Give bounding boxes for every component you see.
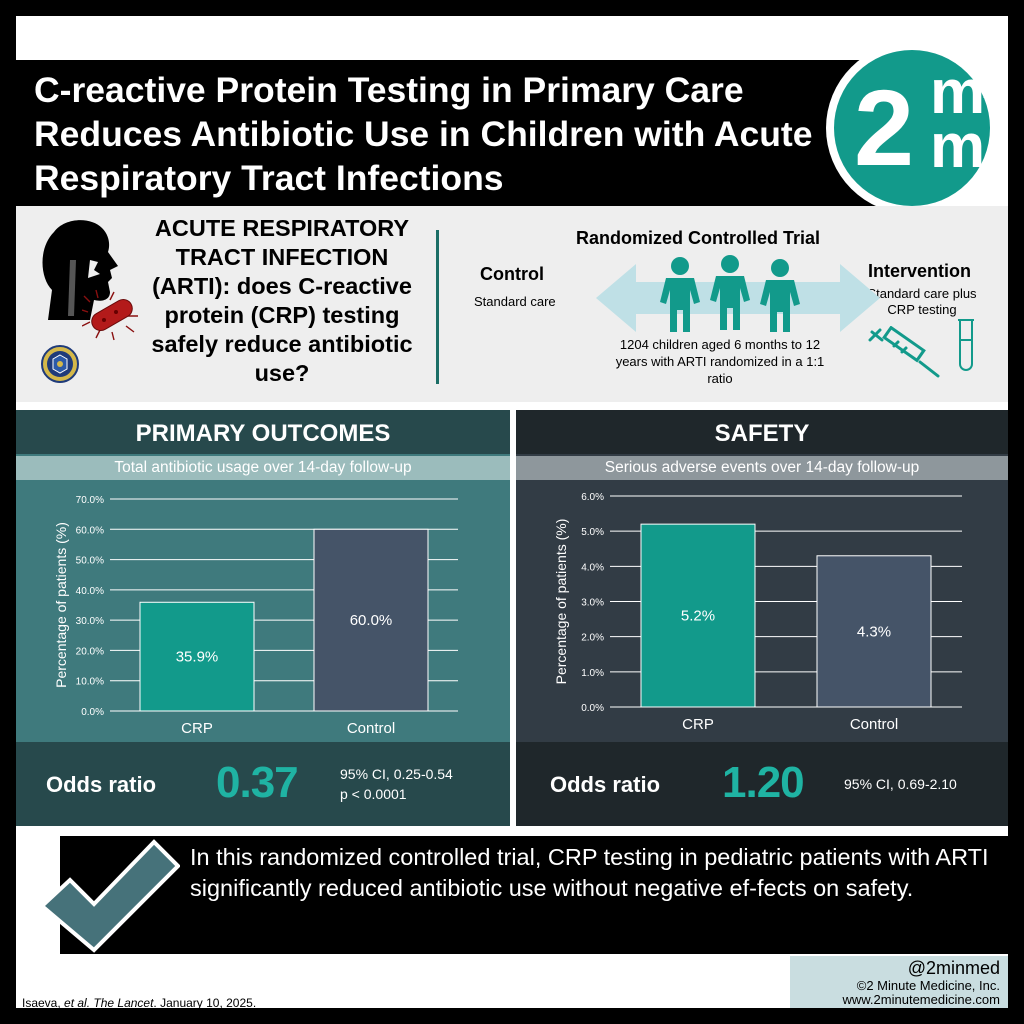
- conclusion-text: In this randomized controlled trial, CRP…: [190, 844, 989, 901]
- research-question: ACUTE RESPIRATORY TRACT INFECTION (ARTI)…: [151, 215, 413, 386]
- bar-value-label: 60.0%: [350, 612, 393, 629]
- citation-journal: The Lancet: [90, 996, 154, 1010]
- patient-throat-icon: [42, 220, 118, 320]
- y-tick-label: 2.0%: [581, 633, 604, 644]
- y-tick-label: 50.0%: [76, 556, 104, 567]
- bar-crp: [139, 601, 255, 712]
- section-divider: [436, 230, 439, 384]
- y-axis-label: Percentage of patients (%): [53, 522, 69, 688]
- logo-letter-bottom: m: [930, 112, 986, 181]
- y-tick-label: 0.0%: [581, 703, 604, 714]
- primary-outcomes-header: PRIMARY OUTCOMES: [16, 410, 510, 454]
- y-axis-label: Percentage of patients (%): [553, 519, 569, 685]
- 2mm-logo: 2 m m TM: [826, 42, 998, 214]
- page-title: C-reactive Protein Testing in Primary Ca…: [34, 70, 813, 198]
- social-handle: @2minmed: [907, 958, 1000, 978]
- citation: Isaeva, et al. The Lancet. January 10, 2…: [22, 996, 256, 1010]
- primary-outcomes-subtitle: Total antibiotic usage over 14-day follo…: [16, 456, 510, 480]
- y-tick-label: 20.0%: [76, 646, 104, 657]
- citation-authors: Isaeva,: [22, 996, 65, 1010]
- control-description: Standard care: [474, 294, 556, 309]
- y-tick-label: 60.0%: [76, 525, 104, 536]
- x-tick-label: CRP: [181, 720, 213, 737]
- virus-icon: [41, 345, 79, 383]
- y-tick-label: 6.0%: [581, 492, 604, 503]
- logo-circle: 2 m m TM: [834, 50, 991, 206]
- trial-title: Randomized Controlled Trial: [576, 228, 821, 248]
- bacteria-icon: [82, 289, 138, 341]
- bar-control: [816, 555, 932, 708]
- intro-section: ACUTE RESPIRATORY TRACT INFECTION (ARTI)…: [16, 206, 1008, 402]
- safety-odds-ci: 95% CI, 0.69-2.10: [844, 776, 957, 792]
- y-tick-label: 70.0%: [76, 495, 104, 506]
- y-tick-label: 40.0%: [76, 586, 104, 597]
- primary-odds-label: Odds ratio: [46, 772, 157, 797]
- bar-value-label: 5.2%: [681, 608, 715, 625]
- antibiotic-usage-chart: 0.0% 10.0% 20.0% 30.0% 40.0% 50.0% 60.0% 70.0% P…: [53, 495, 458, 737]
- intervention-description: Standard care plus CRP testing: [867, 286, 977, 317]
- conclusion-box: In this randomized controlled trial, CRP…: [38, 836, 1008, 954]
- y-tick-label: 5.0%: [581, 527, 604, 538]
- primary-odds-value: 0.37: [216, 758, 299, 807]
- x-tick-label: Control: [850, 716, 898, 733]
- safety-title: SAFETY: [714, 420, 810, 447]
- primary-p-value: p < 0.0001: [340, 786, 407, 802]
- safety-odds-label: Odds ratio: [550, 772, 661, 797]
- safety-header: SAFETY: [516, 410, 1008, 454]
- y-tick-label: 1.0%: [581, 668, 604, 679]
- bar-crp: [640, 523, 756, 708]
- credit-box: @2minmed ©2 Minute Medicine, Inc. www.2m…: [790, 956, 1008, 1008]
- x-tick-label: CRP: [682, 716, 714, 733]
- primary-odds-ci: 95% CI, 0.25-0.54: [340, 766, 453, 782]
- y-tick-label: 4.0%: [581, 562, 604, 573]
- syringe-icon: [868, 326, 940, 378]
- logo-trademark: TM: [982, 94, 991, 100]
- primary-odds-section: Odds ratio 0.37 95% CI, 0.25-0.54 p < 0.…: [16, 742, 510, 826]
- bar-control: [313, 528, 429, 712]
- y-tick-label: 10.0%: [76, 677, 104, 688]
- checkmark-icon: [38, 839, 180, 953]
- adverse-events-chart: 0.0% 1.0% 2.0% 3.0% 4.0% 5.0% 6.0% Percentage o…: [553, 492, 962, 733]
- test-tube-icon: [958, 319, 974, 371]
- copyright: ©2 Minute Medicine, Inc.: [856, 978, 1000, 993]
- logo-numeral: 2: [854, 67, 914, 188]
- citation-etal: et al.: [64, 996, 91, 1010]
- trial-description: 1204 children aged 6 months to 12 years …: [615, 337, 825, 386]
- primary-outcomes-title: PRIMARY OUTCOMES: [135, 420, 391, 447]
- safety-odds-value: 1.20: [722, 758, 805, 807]
- safety-odds-section: Odds ratio 1.20 95% CI, 0.69-2.10: [516, 742, 1008, 826]
- control-label: Control: [480, 264, 544, 284]
- bar-value-label: 4.3%: [857, 623, 891, 640]
- children-icon: [660, 255, 800, 332]
- y-tick-label: 30.0%: [76, 616, 104, 627]
- intervention-label: Intervention: [868, 261, 972, 281]
- website: www.2minutemedicine.com: [842, 992, 1000, 1007]
- bar-value-label: 35.9%: [176, 649, 219, 666]
- y-tick-label: 3.0%: [581, 598, 604, 609]
- y-tick-label: 0.0%: [81, 707, 104, 718]
- logo-letter-top: m: [930, 58, 986, 127]
- safety-subtitle: Serious adverse events over 14-day follo…: [516, 456, 1008, 480]
- citation-date: . January 10, 2025.: [153, 996, 257, 1010]
- title-band: C-reactive Protein Testing in Primary Ca…: [16, 60, 912, 206]
- x-tick-label: Control: [347, 720, 395, 737]
